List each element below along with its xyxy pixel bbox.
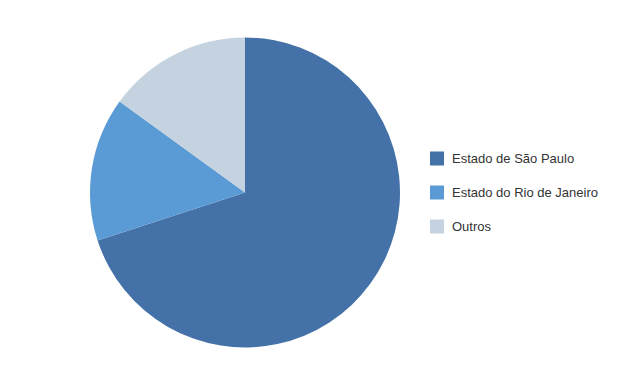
legend-item: Outros — [430, 219, 492, 234]
chart: Estado de São Paulo Estado do Rio de Jane… — [0, 0, 640, 385]
legend-swatch — [430, 152, 444, 166]
legend-label: Estado do Rio de Janeiro — [452, 185, 598, 200]
legend: Estado de São Paulo Estado do Rio de Jane… — [430, 151, 598, 234]
legend-swatch — [430, 186, 444, 200]
legend-item: Estado do Rio de Janeiro — [430, 185, 598, 200]
pie-slice — [120, 38, 245, 193]
pie — [90, 38, 400, 348]
legend-swatch — [430, 220, 444, 234]
legend-label: Estado de São Paulo — [452, 151, 574, 166]
legend-label: Outros — [452, 219, 492, 234]
legend-item: Estado de São Paulo — [430, 151, 574, 166]
